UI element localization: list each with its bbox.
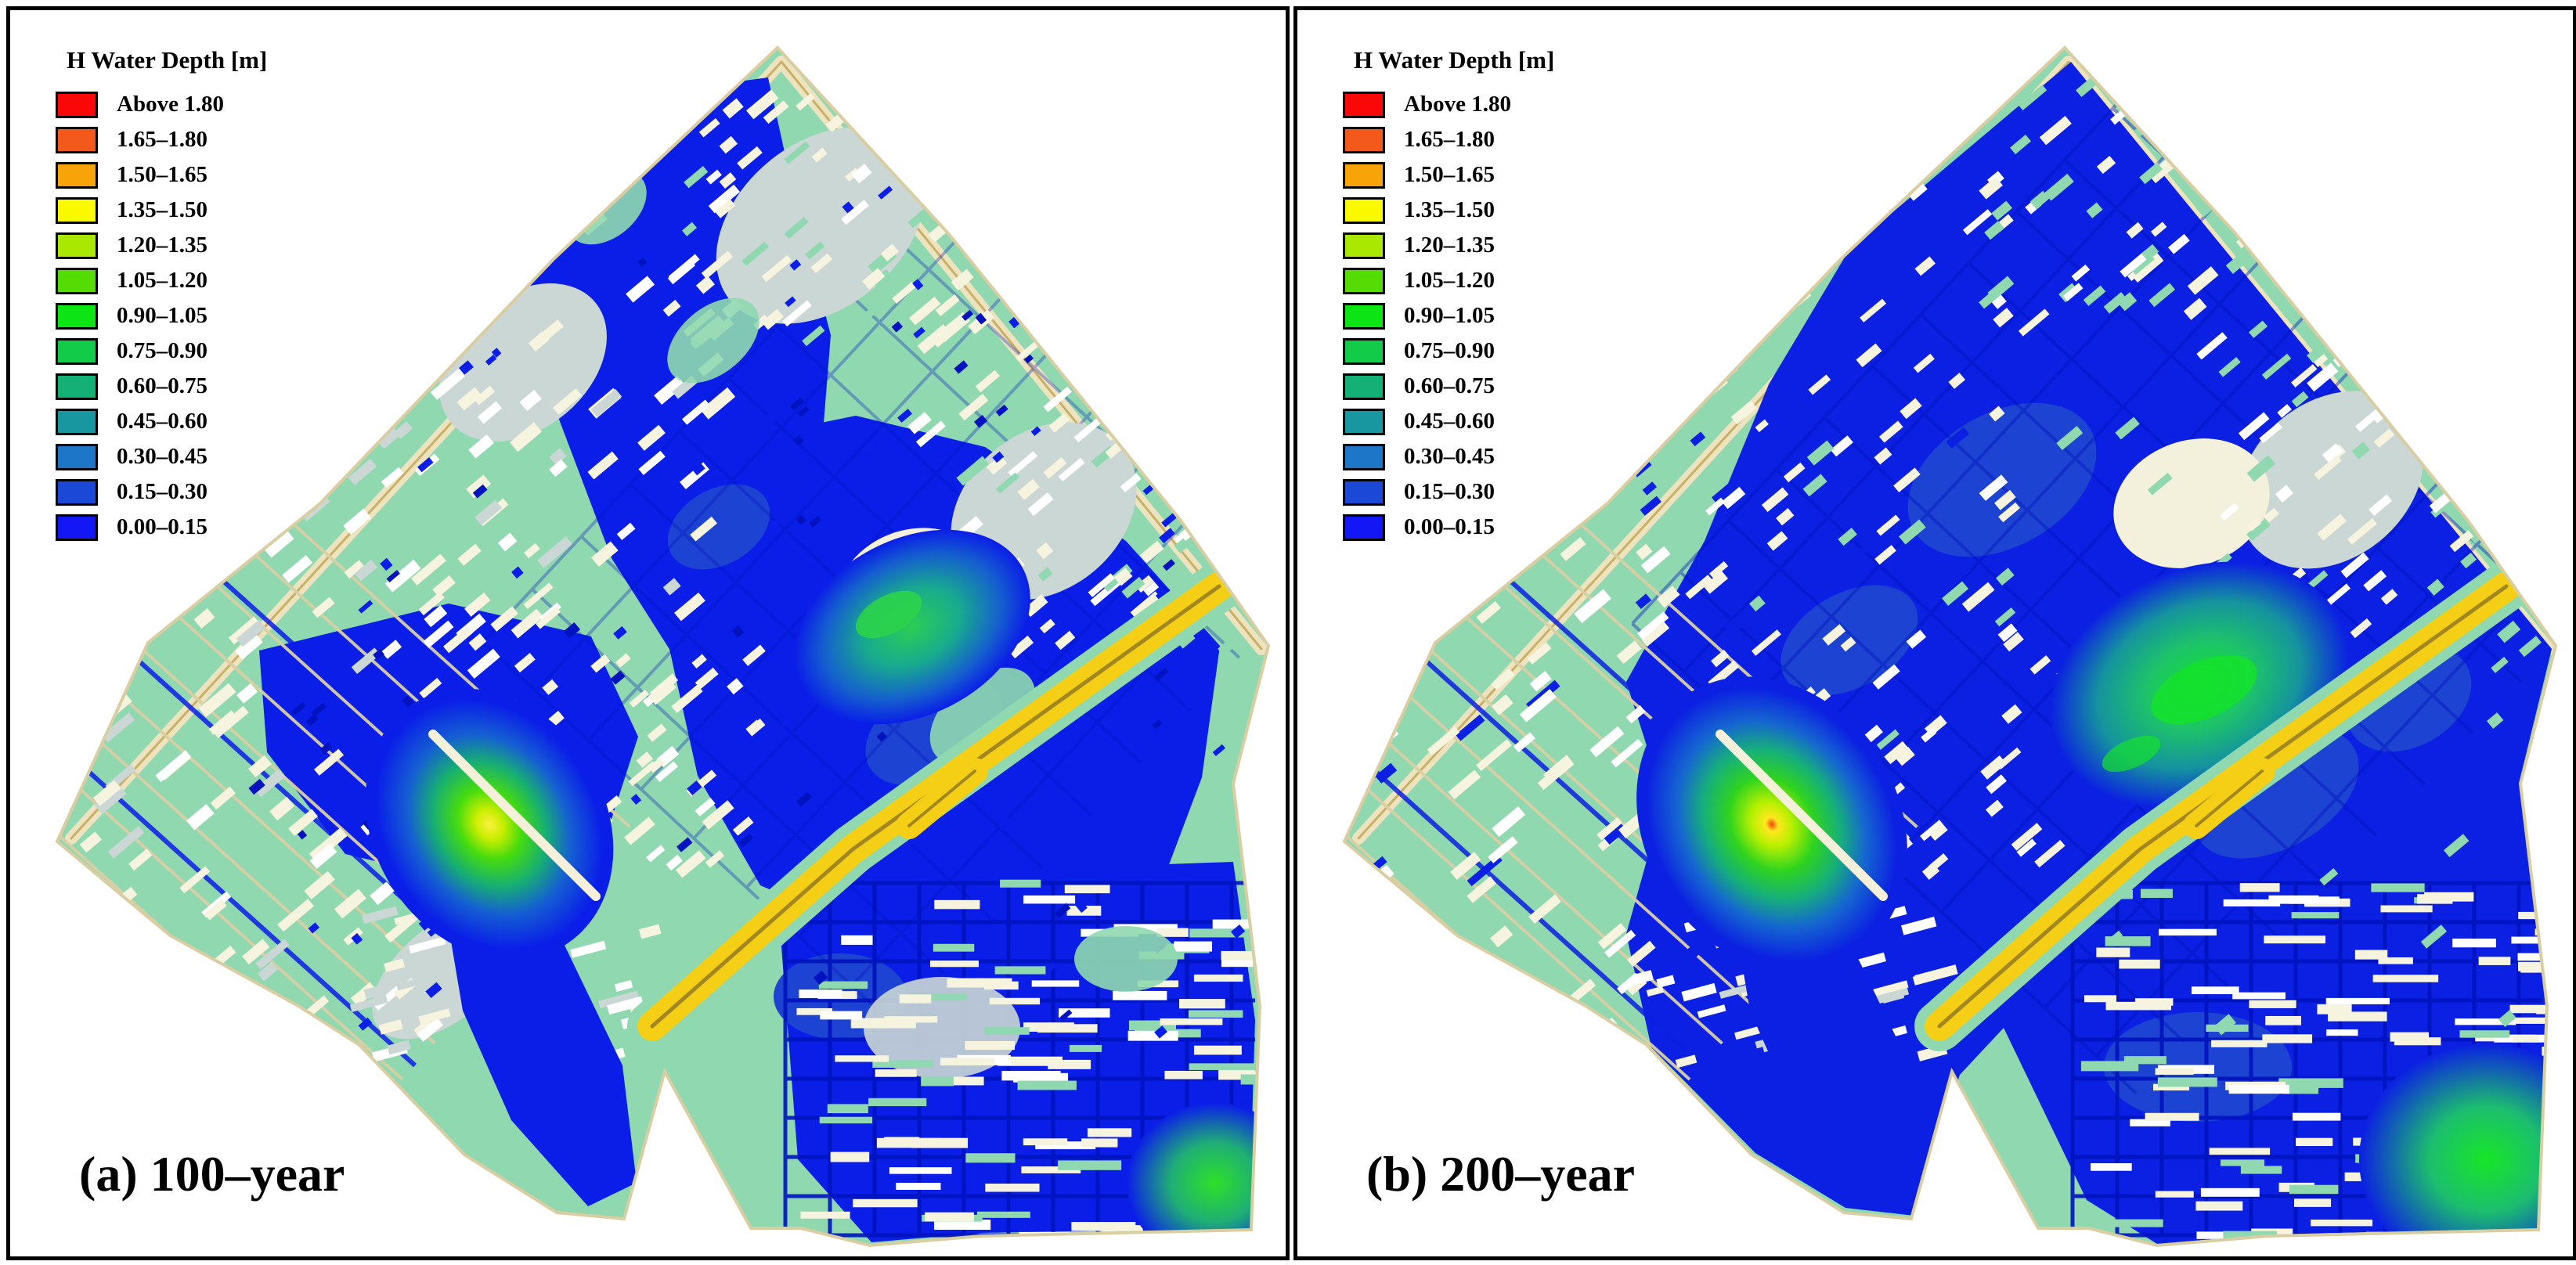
legend-range-label: 1.65–1.80 [117,127,207,152]
legend-range-label: 0.75–0.90 [1404,338,1495,363]
legend-row: 0.90–1.05 [56,298,267,333]
panel-b-label: (b) 200–year [1366,1146,1636,1202]
legend-swatch [56,408,98,435]
legend-row: 1.65–1.80 [1343,122,1554,157]
legend-swatch [1343,408,1385,435]
legend-row: 1.05–1.20 [56,263,267,298]
legend-row: 1.20–1.35 [56,228,267,263]
legend: H Water Depth [m] Above 1.80 1.65–1.80 1… [1343,46,1554,545]
legend-swatch [1343,514,1385,541]
legend-swatch [56,337,98,365]
legend-swatch [1343,161,1385,189]
legend-range-label: 0.75–0.90 [117,338,207,363]
legend-swatch [56,478,98,506]
legend-swatch [56,514,98,541]
legend-title: H Water Depth [m] [1354,46,1555,74]
legend-rows: Above 1.80 1.65–1.80 1.50–1.65 1.35–1.50… [56,87,267,545]
legend-range-label: Above 1.80 [1404,92,1511,117]
flood-map-200-year [1342,45,2558,1248]
legend-row: 0.75–0.90 [56,333,267,369]
legend-swatch [56,91,98,118]
legend-range-label: 1.05–1.20 [1404,268,1495,293]
legend-swatch [56,373,98,400]
legend-row: 0.30–0.45 [56,439,267,474]
legend-range-label: 0.00–0.15 [117,514,207,539]
panel-a-label: (a) 100–year [79,1146,345,1202]
legend-range-label: 0.45–0.60 [117,409,207,434]
legend-range-label: 0.15–0.30 [117,479,207,504]
legend-row: 0.60–0.75 [1343,369,1554,404]
legend-swatch [1343,196,1385,224]
panel-200-year: H Water Depth [m] Above 1.80 1.65–1.80 1… [1293,6,2576,1260]
legend-range-label: 0.30–0.45 [117,444,207,469]
legend-range-label: 0.45–0.60 [1404,409,1495,434]
legend-swatch [1343,126,1385,153]
legend-swatch [1343,373,1385,400]
legend-swatch [1343,91,1385,118]
legend-row: 0.60–0.75 [56,369,267,404]
legend-swatch [56,302,98,330]
legend-range-label: 0.00–0.15 [1404,514,1495,539]
legend-range-label: 1.20–1.35 [117,232,207,258]
legend-swatch [1343,302,1385,330]
legend-row: 0.75–0.90 [1343,333,1554,369]
legend-row: 0.90–1.05 [1343,298,1554,333]
legend-row: 1.50–1.65 [1343,157,1554,193]
panel-100-year: H Water Depth [m] Above 1.80 1.65–1.80 1… [6,6,1290,1260]
legend-swatch [56,126,98,153]
legend-swatch [56,196,98,224]
legend-row: 0.45–0.60 [56,404,267,439]
legend-range-label: 0.60–0.75 [1404,373,1495,398]
legend-row: Above 1.80 [1343,87,1554,122]
legend-range-label: 0.30–0.45 [1404,444,1495,469]
legend-range-label: 1.50–1.65 [1404,162,1495,187]
legend-row: 1.35–1.50 [1343,193,1554,228]
legend-swatch [1343,443,1385,470]
legend-range-label: 1.35–1.50 [1404,197,1495,222]
legend-range-label: 0.15–0.30 [1404,479,1495,504]
legend-swatch [1343,267,1385,294]
legend-row: 0.00–0.15 [1343,510,1554,545]
legend: H Water Depth [m] Above 1.80 1.65–1.80 1… [56,46,267,545]
legend-row: 0.15–0.30 [1343,474,1554,510]
legend-range-label: Above 1.80 [117,92,224,117]
legend-range-label: 1.65–1.80 [1404,127,1495,152]
legend-range-label: 0.60–0.75 [117,373,207,398]
legend-row: 1.50–1.65 [56,157,267,193]
legend-rows: Above 1.80 1.65–1.80 1.50–1.65 1.35–1.50… [1343,87,1554,545]
legend-row: 0.00–0.15 [56,510,267,545]
legend-swatch [1343,232,1385,259]
legend-swatch [56,232,98,259]
legend-swatch [56,267,98,294]
legend-row: 1.65–1.80 [56,122,267,157]
legend-range-label: 1.20–1.35 [1404,232,1495,258]
legend-row: 1.05–1.20 [1343,263,1554,298]
legend-row: Above 1.80 [56,87,267,122]
flood-map-100-year [55,45,1271,1248]
legend-swatch [1343,478,1385,506]
legend-range-label: 1.05–1.20 [117,268,207,293]
legend-row: 1.20–1.35 [1343,228,1554,263]
legend-swatch [56,161,98,189]
legend-range-label: 0.90–1.05 [117,303,207,328]
legend-range-label: 1.35–1.50 [117,197,207,222]
legend-range-label: 0.90–1.05 [1404,303,1495,328]
legend-row: 0.15–0.30 [56,474,267,510]
legend-range-label: 1.50–1.65 [117,162,207,187]
legend-row: 0.45–0.60 [1343,404,1554,439]
legend-row: 1.35–1.50 [56,193,267,228]
legend-title: H Water Depth [m] [67,46,268,74]
legend-row: 0.30–0.45 [1343,439,1554,474]
legend-swatch [56,443,98,470]
legend-swatch [1343,337,1385,365]
